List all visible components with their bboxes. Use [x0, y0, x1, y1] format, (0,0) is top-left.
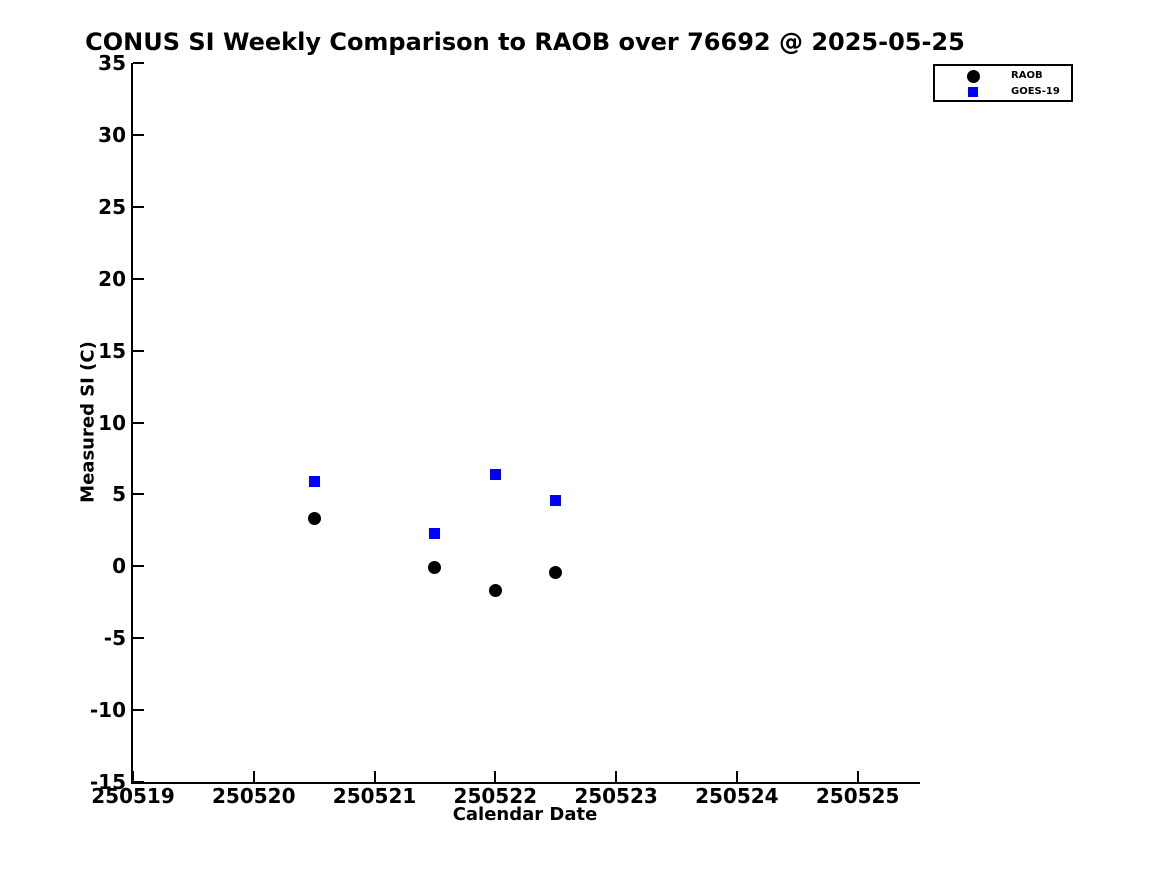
x-tick-label: 250520: [212, 784, 296, 808]
legend-label: RAOB: [1011, 70, 1043, 81]
data-point-raob: [549, 565, 563, 579]
y-tick: [133, 133, 144, 136]
x-tick: [373, 771, 376, 782]
data-point-goes-19: [308, 475, 320, 487]
x-tick: [132, 771, 134, 782]
y-tick-label: 10: [98, 410, 126, 435]
data-point-raob: [488, 584, 502, 598]
y-tick: [133, 781, 144, 783]
y-tick-label: 0: [112, 554, 126, 579]
x-tick: [735, 771, 738, 782]
y-tick: [133, 421, 144, 424]
legend-square-marker: [968, 87, 978, 97]
y-axis-spine: [131, 63, 133, 784]
y-tick-label: -10: [89, 698, 126, 723]
y-tick: [133, 349, 144, 352]
x-tick: [615, 771, 618, 782]
x-tick: [856, 771, 859, 782]
data-point-goes-19: [429, 527, 441, 539]
x-tick-label: 250519: [91, 784, 175, 808]
y-tick-label: 25: [98, 194, 126, 219]
data-point-goes-19: [550, 494, 562, 506]
legend-item-raob: RAOB: [935, 68, 1071, 84]
y-tick: [133, 205, 144, 208]
x-axis-label: Calendar Date: [452, 804, 598, 825]
x-tick-label: 250524: [695, 784, 779, 808]
y-tick: [133, 277, 144, 280]
chart-title: CONUS SI Weekly Comparison to RAOB over …: [85, 28, 965, 56]
data-point-goes-19: [489, 468, 501, 480]
y-tick-label: 30: [98, 122, 126, 147]
y-tick: [133, 565, 144, 568]
x-tick-label: 250522: [453, 784, 538, 808]
x-tick-label: 250523: [574, 784, 658, 808]
y-tick: [133, 493, 144, 496]
legend-item-goes-19: GOES-19: [935, 84, 1071, 100]
legend-label: GOES-19: [1011, 86, 1060, 97]
y-tick: [133, 62, 144, 64]
x-axis-spine: [131, 782, 920, 784]
x-tick-label: 250525: [815, 784, 900, 808]
y-tick-label: 20: [98, 266, 126, 291]
y-tick-label: -5: [103, 626, 126, 651]
y-tick-label: 15: [98, 338, 126, 363]
y-tick-label: 5: [112, 482, 126, 507]
data-point-raob: [307, 512, 321, 526]
legend: RAOB GOES-19: [933, 64, 1073, 102]
y-tick-label: 35: [98, 51, 126, 75]
y-tick-label: -15: [89, 770, 126, 794]
x-tick: [252, 771, 255, 782]
legend-circle-marker: [966, 69, 980, 83]
y-tick: [133, 637, 144, 640]
x-tick-label: 250521: [332, 784, 417, 808]
data-point-raob: [428, 561, 442, 575]
x-tick: [494, 771, 497, 782]
y-tick: [133, 709, 144, 712]
